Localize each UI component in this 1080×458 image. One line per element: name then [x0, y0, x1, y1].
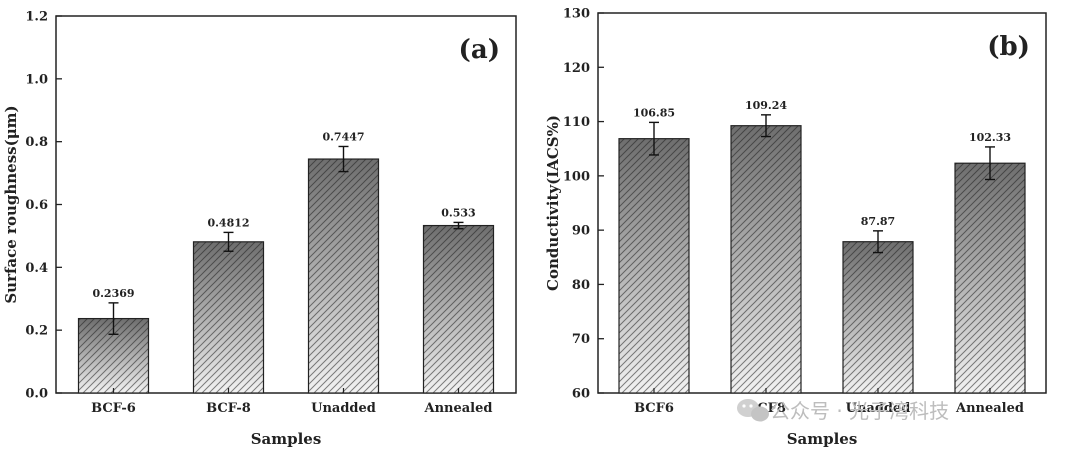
- bar-outline: [954, 162, 1026, 394]
- y-tick-label: 100: [563, 169, 590, 184]
- data-label: 109.24: [745, 99, 787, 112]
- y-tick-label: 60: [572, 387, 590, 402]
- y-tick-label: 0.4: [25, 261, 48, 276]
- bar-group: 102.33: [954, 131, 1026, 394]
- y-tick-label: 0.6: [25, 198, 48, 213]
- bar-group: 0.4812: [192, 216, 265, 394]
- x-tick-label: BCF-6: [91, 401, 136, 416]
- bars-b: 106.85 109.24 87.87 102.33: [618, 99, 1026, 394]
- x-tick-label: Annealed: [424, 401, 493, 416]
- y-tick-label: 0.0: [25, 387, 48, 402]
- bars-a: 0.2369 0.4812 0.7447 0.533: [77, 130, 495, 394]
- y-tick-label: 110: [563, 115, 590, 130]
- bar-outline: [730, 125, 802, 394]
- bar-outline: [307, 158, 380, 394]
- data-label: 106.85: [633, 106, 675, 119]
- bar-group: 0.533: [422, 206, 495, 394]
- x-tick-label: Unadded: [846, 401, 911, 416]
- y-tick-label: 80: [572, 278, 590, 293]
- y-tick-label: 0.2: [25, 324, 48, 339]
- bar-outline: [192, 241, 265, 394]
- y-axis-title-b: Conductivity(IACS%): [544, 115, 562, 291]
- data-label: 0.533: [441, 206, 475, 219]
- data-label: 0.2369: [92, 287, 134, 300]
- y-tick-label: 130: [563, 7, 590, 22]
- y-tick-label: 0.8: [25, 135, 48, 150]
- y-tick-label: 1.2: [25, 10, 48, 25]
- chart-panel-a: 0.0 0.2 0.4 0.6 0.8 1.0 1.2 0.2369 0.4812 0.7447…: [2, 10, 517, 448]
- y-tick-label: 120: [563, 61, 590, 76]
- wechat-icon: [737, 399, 769, 422]
- x-axis-title-b: Samples: [787, 430, 858, 448]
- data-label: 0.4812: [207, 216, 249, 229]
- x-tick-label: Unadded: [311, 401, 376, 416]
- bar-outline: [618, 138, 690, 394]
- bar-group: 87.87: [842, 215, 914, 394]
- bar-group: 0.2369: [77, 287, 150, 394]
- x-axis-a: BCF-6 BCF-8 Unadded Annealed: [91, 388, 492, 416]
- y-tick-label: 1.0: [25, 72, 48, 87]
- bar-outline: [842, 241, 914, 394]
- x-tick-label: BCF-8: [206, 401, 251, 416]
- bar-group: 0.7447: [307, 130, 380, 394]
- data-label: 102.33: [969, 131, 1011, 144]
- bar-group: 109.24: [730, 99, 802, 394]
- data-label: 0.7447: [322, 130, 364, 143]
- y-axis-title-a: Surface roughness(μm): [2, 105, 20, 303]
- y-tick-label: 90: [572, 224, 590, 239]
- plot-frame-b: [597, 12, 1047, 394]
- x-axis-title-a: Samples: [251, 430, 322, 448]
- x-tick-label: Annealed: [955, 401, 1024, 416]
- watermark-text: 公众号 · 光子湾科技: [770, 399, 949, 423]
- y-axis-b: 60 70 80 90 100 110 120 130: [563, 7, 604, 402]
- bar-outline: [422, 224, 495, 394]
- x-tick-label: BCF6: [634, 401, 674, 416]
- panel-label-b: (b): [987, 32, 1030, 62]
- panel-label-a: (a): [459, 35, 500, 65]
- y-tick-label: 70: [572, 332, 590, 347]
- data-label: 87.87: [861, 215, 895, 228]
- watermark: 公众号 · 光子湾科技: [737, 399, 949, 423]
- bar-group: 106.85: [618, 106, 690, 394]
- y-axis-a: 0.0 0.2 0.4 0.6 0.8 1.0 1.2: [25, 10, 62, 402]
